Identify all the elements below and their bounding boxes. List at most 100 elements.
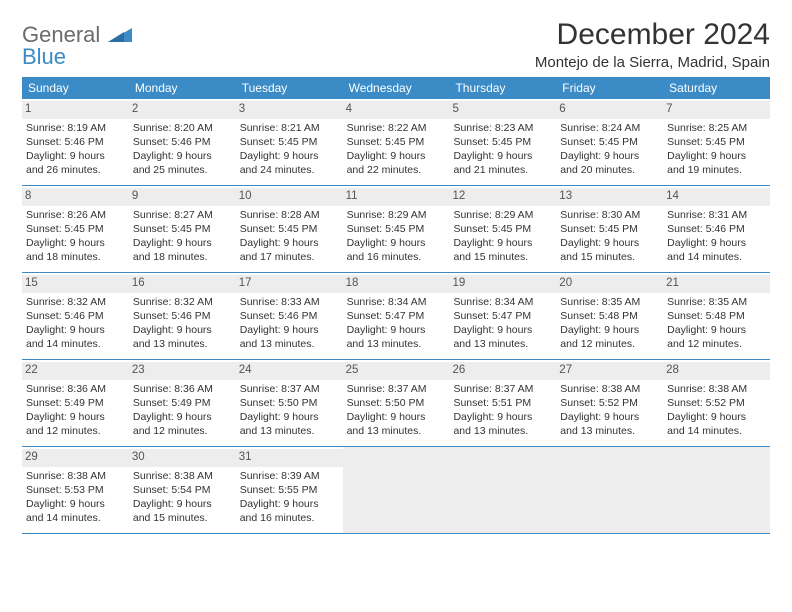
- sunset-text: Sunset: 5:45 PM: [560, 135, 659, 149]
- daylight-text: and 13 minutes.: [240, 337, 339, 351]
- daylight-text: Daylight: 9 hours: [26, 323, 125, 337]
- daylight-text: and 15 minutes.: [133, 511, 232, 525]
- calendar-cell-empty: [343, 447, 450, 533]
- sunset-text: Sunset: 5:45 PM: [240, 222, 339, 236]
- sunset-text: Sunset: 5:49 PM: [133, 396, 232, 410]
- page-title: December 2024: [535, 18, 770, 52]
- daylight-text: Daylight: 9 hours: [667, 323, 766, 337]
- calendar-cell: 7Sunrise: 8:25 AMSunset: 5:45 PMDaylight…: [663, 99, 770, 185]
- sunset-text: Sunset: 5:50 PM: [347, 396, 446, 410]
- calendar-cell: 31Sunrise: 8:39 AMSunset: 5:55 PMDayligh…: [236, 447, 343, 533]
- daylight-text: and 15 minutes.: [560, 250, 659, 264]
- calendar-cell: 29Sunrise: 8:38 AMSunset: 5:53 PMDayligh…: [22, 447, 129, 533]
- calendar-cell: 2Sunrise: 8:20 AMSunset: 5:46 PMDaylight…: [129, 99, 236, 185]
- calendar-cell: 1Sunrise: 8:19 AMSunset: 5:46 PMDaylight…: [22, 99, 129, 185]
- calendar-cell-empty: [449, 447, 556, 533]
- day-number: 29: [22, 449, 129, 467]
- sunset-text: Sunset: 5:45 PM: [347, 222, 446, 236]
- sunrise-text: Sunrise: 8:29 AM: [453, 208, 552, 222]
- day-number: 14: [663, 188, 770, 206]
- day-number: 9: [129, 188, 236, 206]
- day-number: 18: [343, 275, 450, 293]
- sunset-text: Sunset: 5:45 PM: [347, 135, 446, 149]
- daylight-text: and 13 minutes.: [453, 424, 552, 438]
- daylight-text: and 14 minutes.: [26, 337, 125, 351]
- daylight-text: and 14 minutes.: [667, 424, 766, 438]
- sunrise-text: Sunrise: 8:22 AM: [347, 121, 446, 135]
- calendar-cell: 11Sunrise: 8:29 AMSunset: 5:45 PMDayligh…: [343, 186, 450, 272]
- logo-triangle-icon: [108, 24, 132, 46]
- sunset-text: Sunset: 5:53 PM: [26, 483, 125, 497]
- dow-sat: Saturday: [663, 77, 770, 99]
- day-number: 10: [236, 188, 343, 206]
- daylight-text: and 12 minutes.: [133, 424, 232, 438]
- calendar-cell: 8Sunrise: 8:26 AMSunset: 5:45 PMDaylight…: [22, 186, 129, 272]
- sunrise-text: Sunrise: 8:39 AM: [240, 469, 339, 483]
- sunrise-text: Sunrise: 8:29 AM: [347, 208, 446, 222]
- sunrise-text: Sunrise: 8:35 AM: [560, 295, 659, 309]
- sunset-text: Sunset: 5:54 PM: [133, 483, 232, 497]
- day-number: 31: [236, 449, 343, 467]
- daylight-text: Daylight: 9 hours: [667, 149, 766, 163]
- calendar-cell: 10Sunrise: 8:28 AMSunset: 5:45 PMDayligh…: [236, 186, 343, 272]
- sunrise-text: Sunrise: 8:38 AM: [667, 382, 766, 396]
- sunrise-text: Sunrise: 8:35 AM: [667, 295, 766, 309]
- day-number: 26: [449, 362, 556, 380]
- day-number: 23: [129, 362, 236, 380]
- sunrise-text: Sunrise: 8:36 AM: [26, 382, 125, 396]
- title-block: December 2024 Montejo de la Sierra, Madr…: [535, 18, 770, 71]
- day-number: 2: [129, 101, 236, 119]
- daylight-text: and 13 minutes.: [133, 337, 232, 351]
- day-number: 6: [556, 101, 663, 119]
- dow-tue: Tuesday: [236, 77, 343, 99]
- day-number: 7: [663, 101, 770, 119]
- daylight-text: Daylight: 9 hours: [26, 236, 125, 250]
- daylight-text: and 13 minutes.: [560, 424, 659, 438]
- daylight-text: and 25 minutes.: [133, 163, 232, 177]
- calendar-cell: 27Sunrise: 8:38 AMSunset: 5:52 PMDayligh…: [556, 360, 663, 446]
- daylight-text: Daylight: 9 hours: [26, 149, 125, 163]
- daylight-text: Daylight: 9 hours: [453, 410, 552, 424]
- daylight-text: Daylight: 9 hours: [240, 236, 339, 250]
- sunrise-text: Sunrise: 8:34 AM: [453, 295, 552, 309]
- daylight-text: and 12 minutes.: [667, 337, 766, 351]
- sunrise-text: Sunrise: 8:34 AM: [347, 295, 446, 309]
- day-number: 8: [22, 188, 129, 206]
- calendar-cell: 30Sunrise: 8:38 AMSunset: 5:54 PMDayligh…: [129, 447, 236, 533]
- sunrise-text: Sunrise: 8:25 AM: [667, 121, 766, 135]
- week-row: 8Sunrise: 8:26 AMSunset: 5:45 PMDaylight…: [22, 186, 770, 273]
- calendar-cell-empty: [556, 447, 663, 533]
- daylight-text: and 22 minutes.: [347, 163, 446, 177]
- daylight-text: and 26 minutes.: [26, 163, 125, 177]
- calendar-cell: 4Sunrise: 8:22 AMSunset: 5:45 PMDaylight…: [343, 99, 450, 185]
- calendar-cell: 25Sunrise: 8:37 AMSunset: 5:50 PMDayligh…: [343, 360, 450, 446]
- week-row: 22Sunrise: 8:36 AMSunset: 5:49 PMDayligh…: [22, 360, 770, 447]
- daylight-text: Daylight: 9 hours: [133, 149, 232, 163]
- daylight-text: and 17 minutes.: [240, 250, 339, 264]
- sunset-text: Sunset: 5:52 PM: [560, 396, 659, 410]
- sunrise-text: Sunrise: 8:33 AM: [240, 295, 339, 309]
- page-subtitle: Montejo de la Sierra, Madrid, Spain: [535, 54, 770, 71]
- sunset-text: Sunset: 5:45 PM: [453, 222, 552, 236]
- daylight-text: Daylight: 9 hours: [347, 236, 446, 250]
- dow-wed: Wednesday: [343, 77, 450, 99]
- daylight-text: Daylight: 9 hours: [26, 497, 125, 511]
- daylight-text: Daylight: 9 hours: [560, 323, 659, 337]
- calendar-cell: 18Sunrise: 8:34 AMSunset: 5:47 PMDayligh…: [343, 273, 450, 359]
- sunrise-text: Sunrise: 8:20 AM: [133, 121, 232, 135]
- logo: General Blue: [22, 18, 132, 68]
- dow-header-row: Sunday Monday Tuesday Wednesday Thursday…: [22, 77, 770, 99]
- day-number: 16: [129, 275, 236, 293]
- calendar-page: General Blue December 2024 Montejo de la…: [0, 0, 792, 534]
- daylight-text: Daylight: 9 hours: [560, 149, 659, 163]
- daylight-text: Daylight: 9 hours: [347, 323, 446, 337]
- calendar-cell: 19Sunrise: 8:34 AMSunset: 5:47 PMDayligh…: [449, 273, 556, 359]
- sunset-text: Sunset: 5:45 PM: [133, 222, 232, 236]
- day-number: 21: [663, 275, 770, 293]
- daylight-text: and 18 minutes.: [133, 250, 232, 264]
- day-number: 28: [663, 362, 770, 380]
- sunrise-text: Sunrise: 8:31 AM: [667, 208, 766, 222]
- daylight-text: and 14 minutes.: [26, 511, 125, 525]
- calendar-grid: Sunday Monday Tuesday Wednesday Thursday…: [22, 77, 770, 534]
- dow-thu: Thursday: [449, 77, 556, 99]
